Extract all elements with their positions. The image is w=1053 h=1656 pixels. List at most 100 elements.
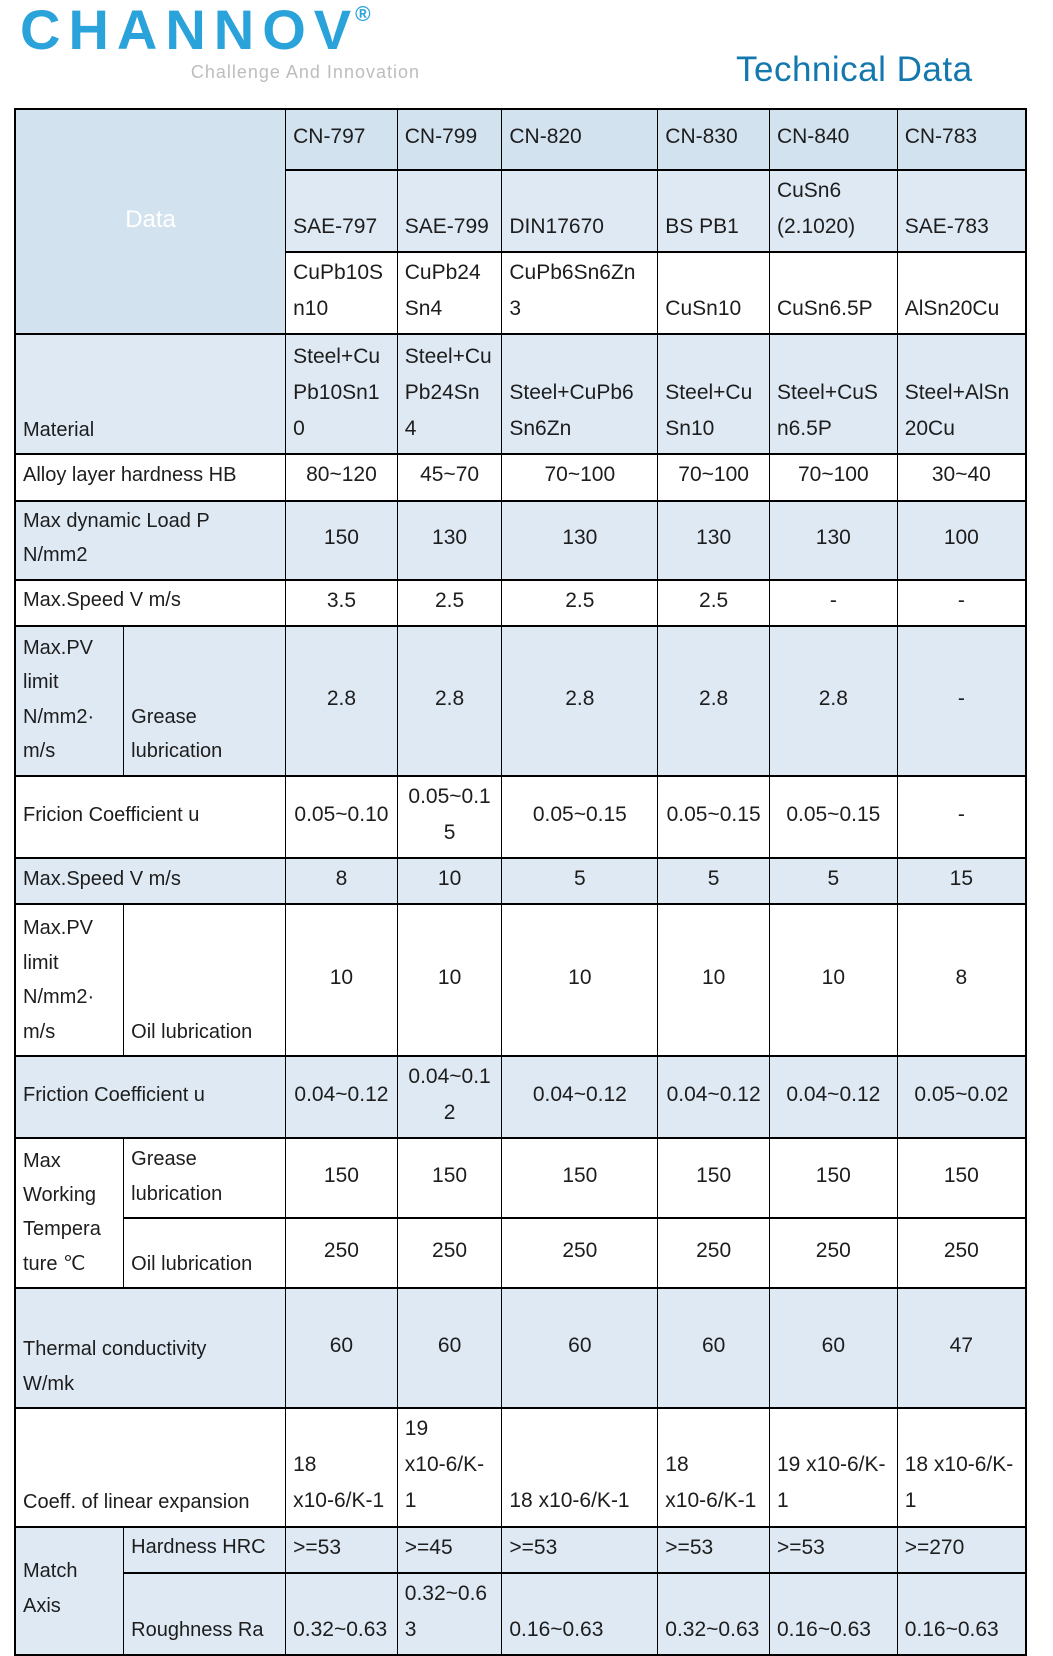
table-row: Roughness Ra 0.32~0.63 0.32~0.6 3 0.16~0… — [15, 1571, 1027, 1656]
value-cell: 0.32~0.63 — [285, 1571, 398, 1656]
value-cell: 80~120 — [285, 453, 398, 502]
value-cell: 3.5 — [285, 578, 398, 627]
alloy-cell: CuSn6.5P — [768, 251, 898, 336]
standard-cell: CuSn6 (2.1020) — [768, 168, 898, 254]
brand-block: CHANNOV® Challenge And Innovation — [20, 2, 420, 83]
value-cell: Steel+Cu Sn10 — [657, 333, 770, 456]
value-cell: >=53 — [768, 1525, 898, 1574]
value-cell: 5 — [501, 856, 659, 905]
table-row: Max Working Tempera ture ℃ Grease lubric… — [14, 1137, 1027, 1290]
table-row: SAE-797 SAE-799 DIN17670 BS PB1 CuSn6 (2… — [15, 168, 1027, 254]
value-cell: 0.16~0.63 — [896, 1571, 1027, 1656]
value-cell: 0.32~0.6 3 — [396, 1571, 503, 1656]
value-cell: 0.05~0.10 — [285, 774, 398, 859]
value-cell: 19 x10-6/K-1 — [768, 1407, 898, 1528]
table-row: Thermal conductivity W/mk 60 60 60 60 60… — [14, 1287, 1027, 1410]
table-corner-data-cell: Data — [14, 107, 287, 336]
value-cell: - — [768, 578, 898, 627]
value-cell: >=53 — [657, 1525, 770, 1574]
column-header: CN-820 — [501, 108, 659, 171]
standard-cell: SAE-797 — [285, 168, 398, 254]
row-label: Fricion Coefficient u — [14, 774, 287, 859]
row-label: Max dynamic Load P N/mm2 — [14, 499, 287, 581]
value-cell: 70~100 — [501, 453, 659, 502]
value-cell: 250 — [285, 1217, 398, 1290]
alloy-cell: CuSn10 — [657, 251, 770, 336]
value-cell: 0.05~0.15 — [396, 774, 503, 859]
value-cell: 0.16~0.63 — [768, 1571, 898, 1656]
value-cell: 2.8 — [657, 624, 770, 777]
value-cell: - — [896, 774, 1027, 859]
value-cell: 250 — [501, 1217, 659, 1290]
value-cell: 130 — [396, 499, 503, 581]
value-cell: 60 — [285, 1287, 398, 1410]
alloy-cell: CuPb24 Sn4 — [396, 251, 503, 336]
row-label: Alloy layer hardness HB — [14, 453, 287, 502]
column-header: CN-797 — [285, 108, 398, 171]
value-cell: 60 — [768, 1287, 898, 1410]
value-cell: 60 — [657, 1287, 770, 1410]
value-cell: 0.05~0.02 — [896, 1054, 1027, 1140]
value-cell: 100 — [896, 499, 1027, 581]
alloy-cell: AlSn20Cu — [896, 251, 1027, 336]
value-cell: 8 — [285, 856, 398, 905]
value-cell: >=45 — [396, 1525, 503, 1574]
value-cell: 130 — [768, 499, 898, 581]
sub-row-label: Roughness Ra — [123, 1571, 287, 1656]
value-cell: 130 — [657, 499, 770, 581]
value-cell: 0.04~0.12 — [657, 1054, 770, 1140]
table-row: CuPb10S n10 CuPb24 Sn4 CuPb6Sn6Zn 3 CuSn… — [15, 251, 1027, 336]
value-cell: Steel+Cu Pb24Sn 4 — [396, 333, 503, 456]
value-cell: 2.8 — [501, 624, 659, 777]
value-cell: 0.04~0.12 — [396, 1054, 503, 1140]
value-cell: 150 — [501, 1137, 659, 1220]
value-cell: 150 — [657, 1137, 770, 1220]
table-row: Fricion Coefficient u 0.05~0.10 0.05~0.1… — [14, 774, 1027, 859]
table-row: Data CN-797 CN-799 CN-820 CN-830 CN-840 … — [14, 107, 1027, 336]
standard-cell: BS PB1 — [657, 168, 770, 254]
row-label: Match Axis — [14, 1525, 125, 1656]
value-cell: 5 — [768, 856, 898, 905]
sub-row-label: Hardness HRC — [123, 1525, 287, 1574]
table-row: Max.Speed V m/s 8 10 5 5 5 15 — [14, 856, 1027, 905]
alloy-cell: CuPb10S n10 — [285, 251, 398, 336]
value-cell: 18 x10-6/K-1 — [501, 1407, 659, 1528]
row-label: Max.Speed V m/s — [14, 856, 287, 905]
value-cell: 2.5 — [657, 578, 770, 627]
value-cell: 15 — [896, 856, 1027, 905]
table-row: Alloy layer hardness HB 80~120 45~70 70~… — [14, 453, 1027, 502]
page-header: CHANNOV® Challenge And Innovation Techni… — [0, 0, 1053, 106]
value-cell: 150 — [396, 1137, 503, 1220]
column-header: CN-783 — [896, 108, 1027, 171]
value-cell: 2.8 — [285, 624, 398, 777]
value-cell: Steel+Cu Pb10Sn10 — [285, 333, 398, 456]
value-cell: 2.5 — [396, 578, 503, 627]
value-cell: 10 — [657, 902, 770, 1057]
row-label: Max.PV limit N/mm2· m/s — [14, 902, 125, 1057]
value-cell: 0.04~0.12 — [768, 1054, 898, 1140]
table-row: Material Steel+Cu Pb10Sn10 Steel+Cu Pb24… — [14, 333, 1027, 456]
value-cell: 30~40 — [896, 453, 1027, 502]
row-label: Friction Coefficient u — [14, 1054, 287, 1140]
table-row: Max.PV limit N/mm2· m/s Grease lubricati… — [14, 624, 1027, 777]
value-cell: 0.05~0.15 — [501, 774, 659, 859]
column-header: CN-799 — [396, 108, 503, 171]
value-cell: 60 — [501, 1287, 659, 1410]
value-cell: 70~100 — [657, 453, 770, 502]
value-cell: >=270 — [896, 1525, 1027, 1574]
table-row: Max.PV limit N/mm2· m/s Oil lubrication … — [14, 902, 1027, 1057]
value-cell: 150 — [285, 1137, 398, 1220]
registered-trademark-icon: ® — [355, 3, 371, 26]
brand-logo-text: CHANNOV — [20, 0, 360, 61]
value-cell: 18 x10-6/K-1 — [285, 1407, 398, 1528]
value-cell: Steel+AlSn 20Cu — [896, 333, 1027, 456]
row-label: Coeff. of linear expansion — [14, 1407, 287, 1528]
value-cell: 10 — [396, 856, 503, 905]
value-cell: 150 — [896, 1137, 1027, 1220]
value-cell: 10 — [501, 902, 659, 1057]
value-cell: 250 — [657, 1217, 770, 1290]
value-cell: 47 — [896, 1287, 1027, 1410]
value-cell: 10 — [768, 902, 898, 1057]
value-cell: 10 — [285, 902, 398, 1057]
sub-row-label: Grease lubrication — [123, 624, 287, 777]
